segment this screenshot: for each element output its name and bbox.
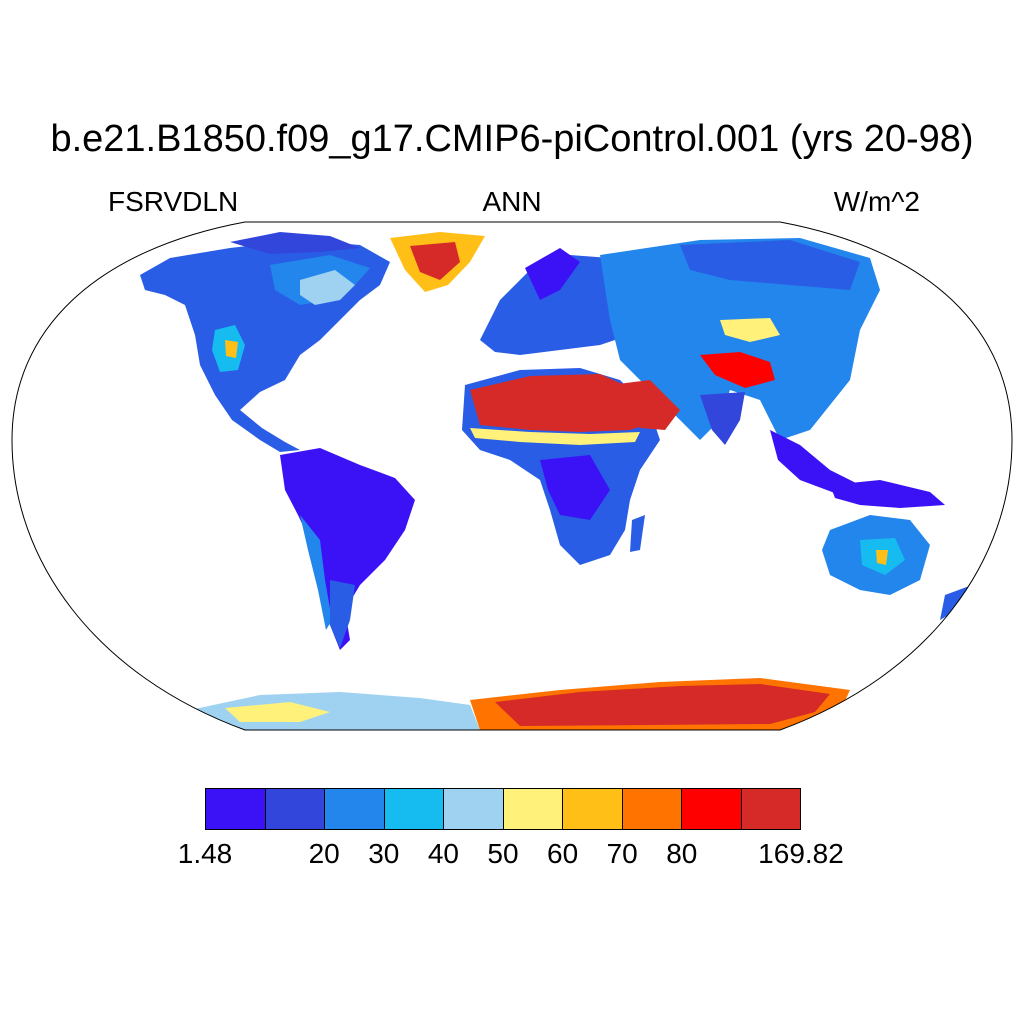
colorbar-box bbox=[682, 789, 742, 829]
globe-outline bbox=[11, 221, 1013, 731]
new-zealand bbox=[940, 585, 972, 620]
patagonia bbox=[330, 580, 355, 648]
colorbar-tick-label: 50 bbox=[487, 838, 519, 869]
colorbar-box bbox=[563, 789, 623, 829]
colorbar-box bbox=[741, 789, 800, 829]
colorbar-box bbox=[384, 789, 444, 829]
colorbar-tick-label: 60 bbox=[547, 838, 579, 869]
madagascar bbox=[630, 515, 645, 552]
congo-dark bbox=[540, 455, 610, 520]
siberia-dark bbox=[680, 240, 860, 290]
units-label: W/m^2 bbox=[833, 186, 920, 217]
colorbar-labels: 1.48 20 30 40 50 60 70 80 169.82 bbox=[0, 838, 1024, 878]
colorbar-box bbox=[325, 789, 385, 829]
antarctica-west-yellow bbox=[225, 702, 330, 722]
season-label: ANN bbox=[482, 186, 542, 217]
colorbar-tick-label: 20 bbox=[308, 838, 340, 869]
colorbar-box bbox=[444, 789, 504, 829]
sahel-yellow bbox=[470, 428, 640, 445]
rockies-yellow bbox=[225, 340, 238, 358]
greenland-interior bbox=[410, 242, 460, 280]
antarctica-east bbox=[495, 684, 830, 726]
scandinavia bbox=[525, 248, 580, 300]
colorbar-tick-label: 80 bbox=[666, 838, 698, 869]
colorbar-box bbox=[622, 789, 682, 829]
tibet-hot bbox=[700, 352, 775, 388]
arctic-islands bbox=[230, 232, 360, 254]
andes-blue bbox=[300, 515, 332, 630]
colorbar-tick-label: 169.82 bbox=[758, 838, 844, 869]
india bbox=[700, 392, 745, 445]
indonesia bbox=[830, 480, 945, 508]
variable-label: FSRVDLN bbox=[108, 186, 239, 217]
arabia bbox=[610, 380, 680, 430]
colorbar-tick-label: 30 bbox=[368, 838, 400, 869]
plot-title: b.e21.B1850.f09_g17.CMIP6-piControl.001 … bbox=[50, 118, 974, 160]
colorbar-tick-label: 1.48 bbox=[177, 838, 233, 869]
central-asia-yellow bbox=[720, 318, 780, 342]
colorbar-box bbox=[503, 789, 563, 829]
colorbar-box bbox=[265, 789, 325, 829]
colorbar bbox=[205, 788, 801, 830]
southeast-asia bbox=[770, 430, 860, 495]
colorbar-box bbox=[206, 789, 266, 829]
hudson-bay-light bbox=[300, 270, 355, 305]
colorbar-tick-label: 40 bbox=[427, 838, 459, 869]
land-field bbox=[140, 232, 972, 730]
australia-warm bbox=[876, 550, 888, 565]
south-america-landmass bbox=[280, 448, 415, 650]
colorbar-tick-label: 70 bbox=[606, 838, 638, 869]
